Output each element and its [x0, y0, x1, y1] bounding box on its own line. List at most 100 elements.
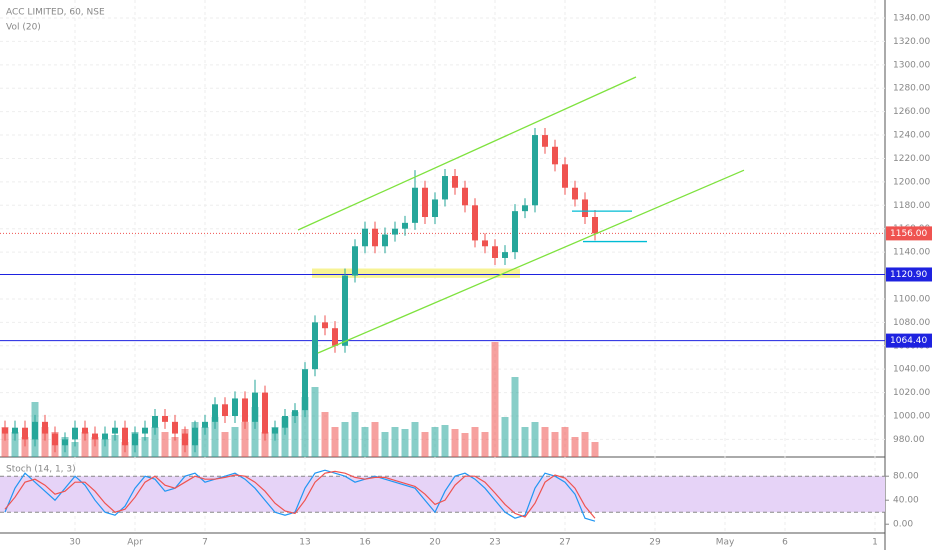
volume-bar	[591, 442, 599, 457]
candle-body	[182, 433, 188, 446]
candle-body	[362, 228, 368, 247]
candle-body	[432, 199, 438, 218]
price-label: 1120.90	[890, 270, 927, 280]
candle-body	[122, 427, 128, 446]
candle-body	[62, 439, 68, 446]
volume-bar	[231, 427, 239, 457]
volume-bar	[461, 433, 469, 457]
stoch-tick-label: 0.00	[893, 520, 913, 530]
candle-body	[102, 433, 108, 440]
candle-body	[512, 211, 518, 253]
volume-bar	[261, 432, 269, 457]
candle-body	[142, 427, 148, 434]
volume-bar	[301, 397, 309, 457]
volume-bar	[151, 427, 159, 457]
x-tick-label: 20	[429, 538, 441, 548]
candle-body	[152, 416, 158, 428]
volume-bar	[371, 422, 379, 457]
candle-body	[282, 416, 288, 428]
candle-body	[262, 392, 268, 434]
price-label-box	[886, 226, 932, 241]
stoch-label: Stoch (14, 1, 3)	[6, 465, 76, 475]
stoch-line	[4, 469, 596, 522]
x-tick-label: 29	[649, 538, 661, 548]
candle-body	[112, 427, 118, 434]
candle-body	[92, 433, 98, 440]
x-tick-label: 6	[782, 538, 788, 548]
candle-body	[412, 187, 418, 223]
volume-bar	[441, 425, 449, 457]
volume-bar	[141, 437, 149, 457]
x-tick-label: 13	[299, 538, 310, 548]
stoch-line	[4, 470, 596, 519]
candle-body	[192, 427, 198, 446]
volume-bar	[251, 407, 259, 457]
y-tick-label: 1200.00	[893, 177, 930, 187]
volume-bar	[491, 342, 499, 457]
volume-label: Vol (20)	[6, 23, 41, 33]
volume-bar	[11, 432, 19, 457]
volume-bar	[501, 417, 509, 457]
candle-body	[522, 205, 528, 212]
y-tick-label: 1320.00	[893, 37, 930, 47]
candle-body	[162, 416, 168, 422]
volume-bar	[431, 427, 439, 457]
y-tick-label: 1340.00	[893, 14, 930, 24]
y-tick-label: 1020.00	[893, 388, 930, 398]
volume-bar	[571, 437, 579, 457]
volume-bar	[101, 439, 109, 457]
volume-bar	[161, 432, 169, 457]
candle-body	[32, 421, 38, 440]
y-tick-label: 1040.00	[893, 365, 930, 375]
x-tick-label: 7	[202, 538, 208, 548]
x-tick-label: Apr	[127, 538, 143, 548]
volume-bar	[481, 432, 489, 457]
candle-body	[212, 404, 218, 422]
y-tick-label: 1100.00	[893, 294, 930, 304]
candle-body	[402, 222, 408, 229]
stoch-tick-label: 40.00	[893, 496, 919, 506]
volume-bar	[401, 429, 409, 457]
y-tick-label: 1240.00	[893, 131, 930, 141]
volume-bar	[331, 427, 339, 457]
candle-body	[232, 398, 238, 417]
chart-title: ACC LIMITED, 60, NSE	[6, 8, 105, 18]
y-tick-label: 980.00	[893, 435, 925, 445]
volume-bar	[171, 437, 179, 457]
candle-body	[302, 369, 308, 411]
volume-bar	[221, 432, 229, 457]
price-label-box	[886, 333, 932, 348]
volume-bar	[411, 422, 419, 457]
volume-bar	[551, 432, 559, 457]
candle-body	[332, 328, 338, 346]
volume-bar	[281, 417, 289, 457]
volume-bar	[111, 435, 119, 457]
y-tick-label: 1260.00	[893, 107, 930, 117]
y-tick-label: 1000.00	[893, 412, 930, 422]
y-tick-label: 1300.00	[893, 60, 930, 70]
x-tick-label: 27	[559, 538, 570, 548]
y-tick-label: 1280.00	[893, 84, 930, 94]
volume-bar	[211, 417, 219, 457]
candle-body	[502, 252, 508, 258]
candle-body	[242, 398, 248, 422]
candle-body	[132, 433, 138, 446]
y-tick-label: 1180.00	[893, 201, 930, 211]
volume-bar	[21, 437, 29, 457]
candle-body	[562, 164, 568, 188]
volume-bar	[561, 427, 569, 457]
volume-bar	[391, 427, 399, 457]
volume-bar	[321, 412, 329, 457]
plot	[0, 0, 885, 533]
y-tick-label: 1140.00	[893, 248, 930, 258]
zone	[312, 268, 520, 278]
volume-bar	[341, 422, 349, 457]
candle-body	[172, 421, 178, 434]
price-label-box	[886, 267, 932, 282]
candle-body	[292, 410, 298, 417]
volume-bar	[41, 427, 49, 457]
candle-body	[532, 135, 538, 206]
candle-body	[72, 427, 78, 440]
candle-body	[272, 427, 278, 434]
